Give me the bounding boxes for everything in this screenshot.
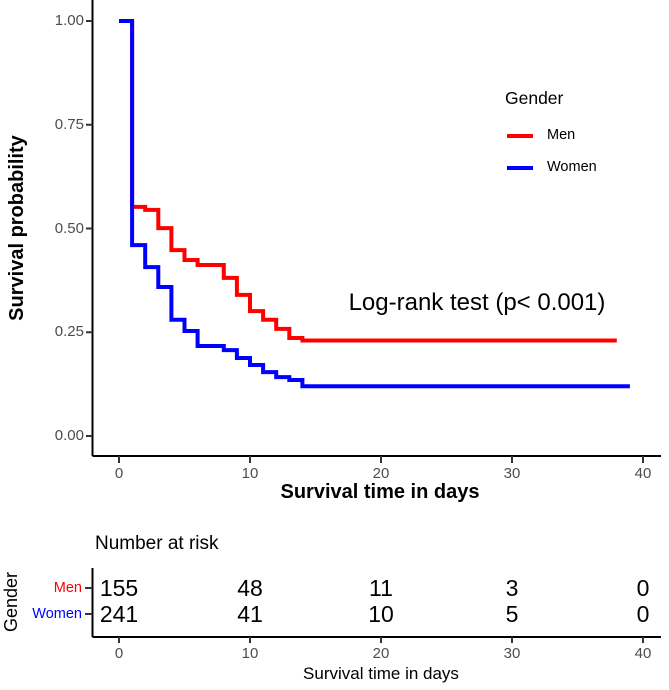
y-tick-label: 0.25 [54, 323, 84, 341]
y-tick-label: 0.75 [54, 115, 84, 133]
risk-table-y-label: Gender [1, 571, 21, 633]
women-legend-key [507, 166, 533, 170]
x-tick-label: 0 [114, 465, 124, 482]
x-tick-label: 10 [241, 465, 259, 482]
risk-value: 3 [505, 575, 519, 601]
risk-value: 11 [369, 575, 393, 601]
risk-value: 10 [368, 601, 394, 627]
y-axis-title: Survival probability [6, 135, 28, 321]
x-tick-label: 40 [634, 465, 652, 482]
risk-value: 41 [237, 601, 263, 627]
x-tick-label: 30 [503, 465, 521, 482]
risk-value: 155 [99, 575, 139, 601]
risk-value: 48 [237, 575, 263, 601]
risk-x-tick-label: 10 [241, 645, 259, 662]
y-tick-label: 1.00 [54, 12, 84, 29]
risk-x-tick-label: 20 [372, 645, 390, 662]
logrank-annotation: Log-rank test (p< 0.001) [348, 289, 606, 316]
risk-table-title: Number at risk [95, 533, 219, 554]
risk-x-tick-label: 30 [503, 645, 521, 662]
risk-row-label-women: Women [32, 606, 82, 622]
risk-value: 0 [636, 601, 650, 627]
legend-title: Gender [505, 88, 564, 108]
risk-x-tick-label: 40 [634, 645, 652, 662]
men-survival-curve [119, 19, 617, 343]
x-tick-label: 20 [372, 465, 390, 482]
risk-row-label-men: Men [53, 580, 82, 596]
x-axis-title: Survival time in days [280, 481, 480, 503]
risk-x-tick-label: 0 [114, 645, 124, 662]
y-tick-label: 0.00 [54, 427, 84, 444]
risk-value: 241 [99, 601, 139, 627]
y-tick-label: 0.50 [54, 219, 84, 237]
women-survival-curve [119, 19, 630, 389]
men-legend-label: Men [547, 127, 576, 143]
risk-table-x-label: Survival time in days [303, 664, 459, 683]
men-legend-key [507, 134, 533, 138]
risk-value: 5 [505, 601, 519, 627]
women-legend-label: Women [547, 159, 597, 175]
risk-value: 0 [636, 575, 650, 601]
